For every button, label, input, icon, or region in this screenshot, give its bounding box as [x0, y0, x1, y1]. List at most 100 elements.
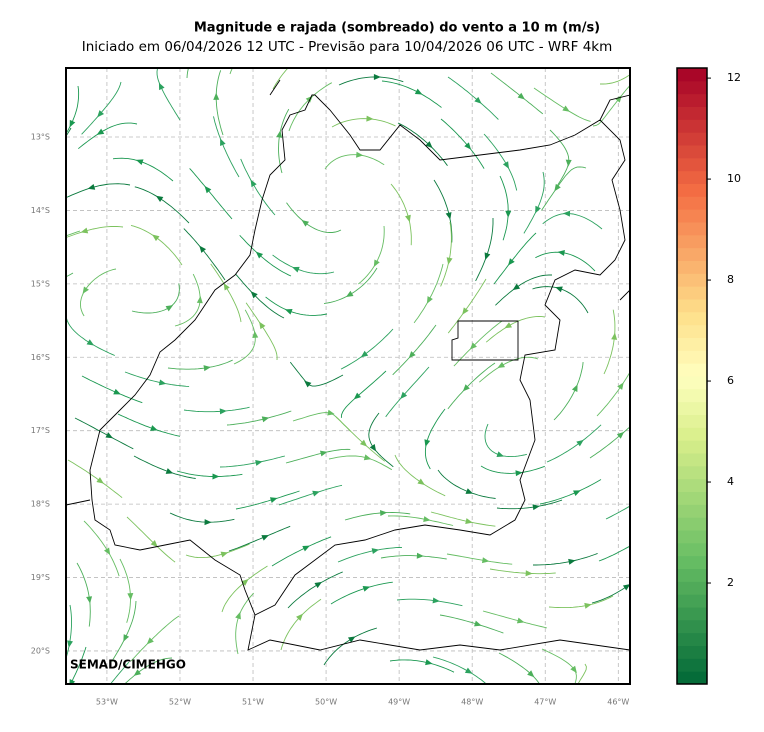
streamline — [169, 512, 235, 523]
arrow — [462, 307, 469, 315]
x-tick-label: 51°W — [242, 698, 264, 707]
streamline — [156, 68, 181, 121]
streamline — [446, 553, 513, 565]
streamline — [496, 499, 563, 510]
arrow — [356, 151, 364, 158]
streamline — [176, 470, 243, 477]
colorbar-band — [677, 645, 707, 659]
streamline — [447, 278, 487, 334]
streamline — [130, 615, 180, 662]
colorbar-band — [677, 594, 707, 608]
state-border — [66, 79, 630, 651]
arrow — [616, 431, 625, 439]
streamline — [66, 225, 124, 238]
arrow — [241, 579, 249, 586]
streamline — [287, 571, 343, 609]
arrow — [301, 220, 309, 227]
colorbar-band — [677, 132, 707, 146]
streamline — [8, 170, 64, 205]
arrow — [113, 388, 121, 395]
streamline — [546, 424, 602, 463]
arrow — [573, 490, 581, 496]
arrow — [276, 130, 283, 138]
streamline — [117, 413, 181, 437]
y-tick-label: 17°S — [31, 426, 50, 435]
streamline — [380, 555, 447, 560]
x-tick-label: 46°W — [607, 698, 629, 707]
colorbar-band — [677, 440, 707, 454]
colorbar-band — [677, 234, 707, 249]
streamline — [74, 417, 134, 450]
streamline — [286, 202, 342, 233]
y-tick-label: 16°S — [31, 353, 50, 362]
arrow — [255, 251, 264, 259]
streamline — [485, 316, 546, 343]
arrow — [417, 478, 425, 485]
streamline — [381, 80, 442, 108]
streamline — [215, 70, 224, 136]
arrow — [373, 259, 380, 268]
arrow — [347, 636, 356, 643]
streamline — [533, 552, 598, 566]
streamline — [245, 302, 278, 361]
arrow — [584, 602, 592, 609]
arrow — [622, 584, 630, 591]
colorbar-band — [677, 619, 707, 634]
colorbar-band — [677, 196, 707, 210]
streamline — [489, 568, 556, 575]
arrow — [469, 342, 477, 350]
arrow — [379, 510, 388, 517]
colorbar-band — [677, 183, 707, 197]
colorbar-tick-label: 12 — [727, 71, 741, 84]
arrow — [345, 290, 354, 297]
arrow — [235, 611, 241, 620]
arrow — [127, 593, 134, 601]
arrow — [67, 640, 73, 648]
y-tick-label: 18°S — [31, 500, 50, 509]
colorbar-band — [677, 106, 707, 120]
arrow — [516, 617, 525, 624]
arrow — [219, 408, 227, 415]
arrow — [562, 105, 570, 112]
streamline — [553, 362, 584, 421]
streamline — [111, 600, 137, 662]
colorbar-band — [677, 247, 707, 261]
streamline — [490, 72, 544, 115]
streamline — [433, 179, 453, 243]
streamline — [292, 412, 352, 432]
arrow — [405, 214, 411, 223]
streamline — [210, 263, 242, 323]
arrow — [425, 141, 433, 149]
streamline — [70, 646, 87, 684]
streamline — [338, 76, 404, 86]
colorbar-band — [677, 80, 707, 95]
streamline — [109, 661, 130, 684]
streamline — [424, 408, 446, 470]
colorbar-band — [677, 401, 707, 415]
arrow — [96, 477, 104, 484]
streamline — [235, 273, 285, 319]
colorbar-band — [677, 491, 707, 505]
y-tick-label: 14°S — [31, 206, 50, 215]
grid — [66, 68, 630, 684]
arrow — [502, 161, 509, 169]
streamline — [358, 225, 385, 285]
arrow — [527, 670, 535, 678]
arrow — [465, 488, 474, 494]
colorbar-band — [677, 517, 707, 531]
streamline — [330, 581, 393, 605]
streamline — [78, 122, 138, 150]
arrow — [155, 195, 164, 203]
arrow — [576, 439, 584, 447]
streamline — [131, 283, 180, 314]
arrow — [632, 66, 641, 75]
streamline — [221, 565, 268, 613]
streamline — [272, 254, 335, 275]
streamline — [368, 412, 394, 468]
arrow — [563, 210, 571, 217]
colorbar-band — [677, 671, 707, 685]
arrow — [196, 296, 203, 304]
arrow — [373, 74, 381, 80]
arrow — [105, 432, 114, 439]
arrow — [269, 497, 278, 503]
